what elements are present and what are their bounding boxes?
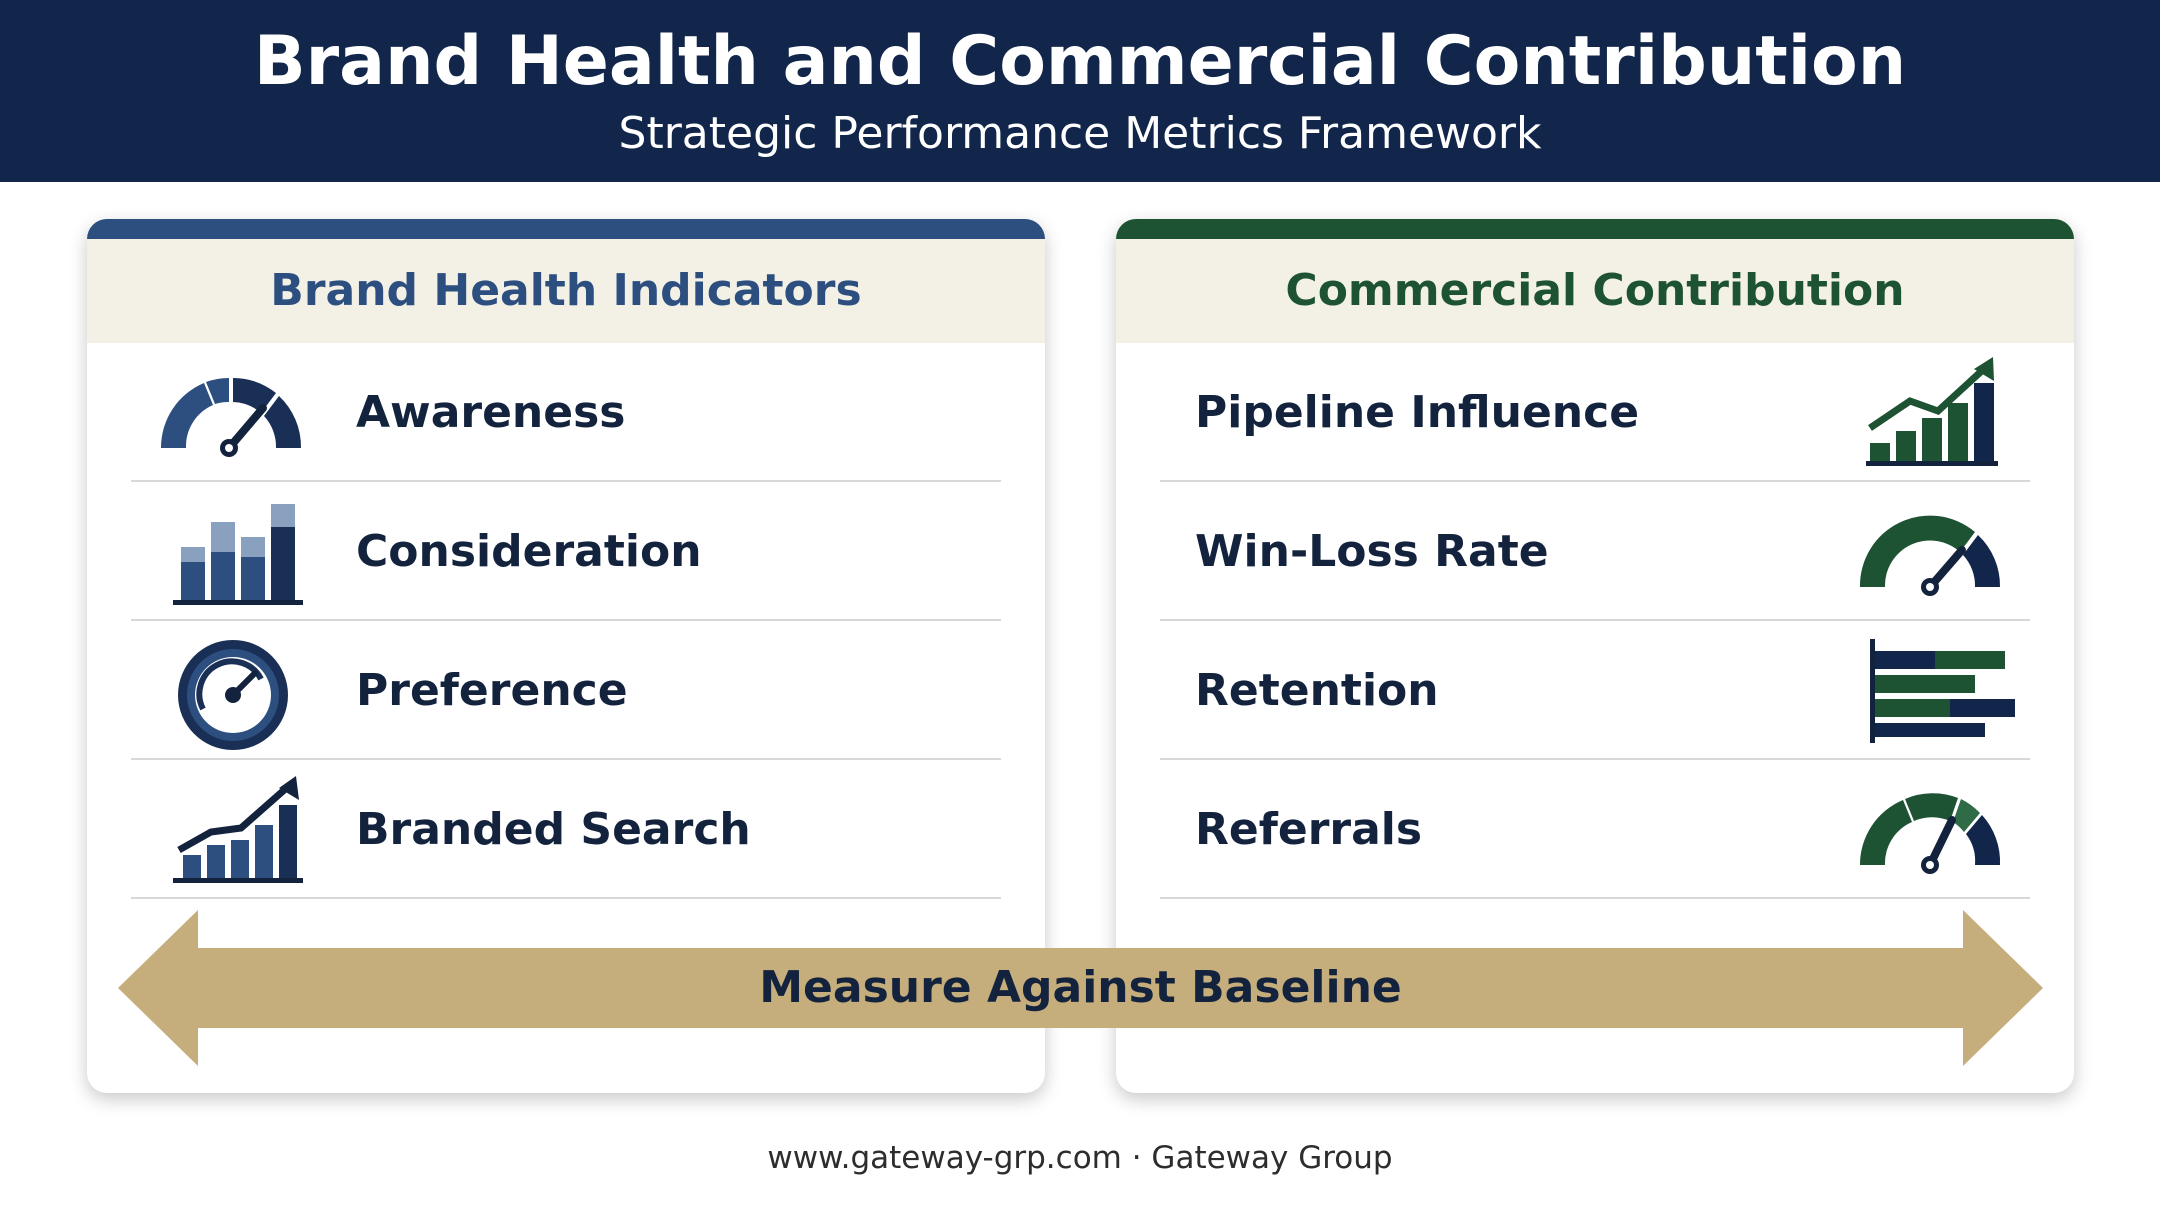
header-banner: Brand Health and Commercial Contribution… xyxy=(0,0,2160,182)
double-arrow-icon xyxy=(118,910,2043,1066)
page-title: Brand Health and Commercial Contribution xyxy=(253,22,1907,101)
dial-icon xyxy=(178,640,288,750)
baseline-arrow: Measure Against Baseline xyxy=(118,908,2043,1068)
horizontal-bar-chart-icon xyxy=(1870,639,2015,743)
growth-chart-icon xyxy=(1866,357,1998,466)
item-label: Retention xyxy=(1195,665,1439,716)
page-subtitle: Strategic Performance Metrics Framework xyxy=(618,108,1542,159)
list-item-retention: Retention xyxy=(1160,621,2030,760)
gauge-icon xyxy=(1859,793,2001,874)
footer-credit: www.gateway-grp.com · Gateway Group xyxy=(767,1140,1393,1176)
arrow-label: Measure Against Baseline xyxy=(759,962,1402,1013)
commercial-contribution-panel: Commercial Contribution Pipeline Influen… xyxy=(1116,219,2074,1093)
list-item-branded-search: Branded Search xyxy=(131,760,1001,899)
panel-title: Brand Health Indicators xyxy=(87,239,1045,343)
item-label: Pipeline Influence xyxy=(1195,387,1640,438)
bar-chart-icon xyxy=(173,504,303,605)
growth-chart-icon xyxy=(173,776,303,883)
list-item-pipeline-influence: Pipeline Influence xyxy=(1160,343,2030,482)
list-item-consideration: Consideration xyxy=(131,482,1001,621)
gauge-icon xyxy=(1859,515,2001,596)
panel-title: Commercial Contribution xyxy=(1116,239,2074,343)
panel-accent-bar xyxy=(1116,219,2074,239)
panel-accent-bar xyxy=(87,219,1045,239)
list-item-referrals: Referrals xyxy=(1160,760,2030,899)
list-item-win-loss-rate: Win-Loss Rate xyxy=(1160,482,2030,621)
item-label: Awareness xyxy=(356,387,626,438)
item-label: Consideration xyxy=(356,526,702,577)
brand-health-panel: Brand Health Indicators Awareness Consid… xyxy=(87,219,1045,1093)
item-label: Branded Search xyxy=(356,804,751,855)
gauge-icon xyxy=(160,378,302,457)
item-label: Win-Loss Rate xyxy=(1195,526,1549,577)
item-label: Preference xyxy=(356,665,628,716)
list-item-preference: Preference xyxy=(131,621,1001,760)
list-item-awareness: Awareness xyxy=(131,343,1001,482)
item-label: Referrals xyxy=(1195,804,1423,855)
